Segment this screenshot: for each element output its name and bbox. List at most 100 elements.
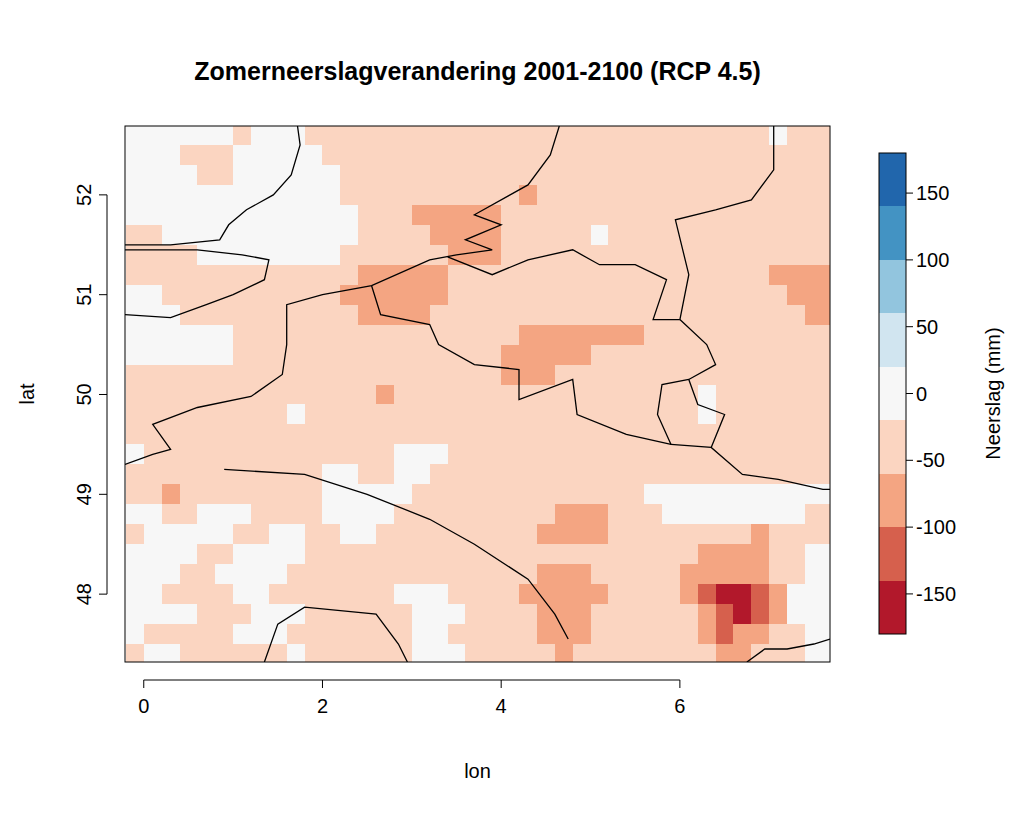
heatmap-cell	[483, 604, 501, 625]
heatmap-cell	[340, 365, 358, 386]
heatmap-cell	[430, 644, 448, 662]
heatmap-cell	[394, 564, 412, 585]
heatmap-cell	[519, 365, 537, 386]
heatmap-cell	[197, 126, 215, 146]
heatmap-cell	[662, 544, 680, 565]
x-axis-label: lon	[464, 760, 491, 782]
heatmap-cell	[716, 345, 734, 366]
heatmap-cell	[305, 365, 323, 386]
heatmap-cell	[555, 464, 573, 485]
heatmap-cell	[519, 604, 537, 625]
heatmap-cell	[680, 345, 698, 366]
heatmap-cell	[501, 245, 519, 266]
heatmap-cell	[805, 245, 823, 266]
colorbar-bin	[879, 474, 906, 527]
heatmap-cell	[215, 484, 233, 505]
heatmap-cell	[823, 584, 830, 605]
heatmap-cell	[376, 524, 394, 545]
y-tick	[99, 194, 107, 195]
heatmap-cell	[733, 385, 751, 406]
heatmap-cell	[305, 624, 323, 645]
heatmap-cell	[573, 604, 591, 625]
x-tick	[679, 680, 680, 688]
heatmap-cell	[823, 444, 830, 465]
heatmap-cell	[769, 325, 787, 346]
heatmap-cell	[662, 126, 680, 146]
y-tick-label: 48	[73, 583, 95, 605]
heatmap-cell	[608, 444, 626, 465]
heatmap-cell	[126, 145, 144, 166]
heatmap-cell	[180, 624, 198, 645]
heatmap-cell	[287, 225, 305, 246]
heatmap-cell	[716, 624, 734, 645]
heatmap-cell	[180, 564, 198, 585]
heatmap-cell	[805, 644, 823, 662]
heatmap-cell	[197, 644, 215, 662]
heatmap-cell	[805, 305, 823, 326]
heatmap-cell	[394, 325, 412, 346]
heatmap-cell	[823, 126, 830, 146]
heatmap-cell	[644, 145, 662, 166]
heatmap-cell	[787, 245, 805, 266]
heatmap-cell	[591, 424, 609, 445]
heatmap-cell	[180, 345, 198, 366]
heatmap-cell	[555, 544, 573, 565]
heatmap-cell	[340, 325, 358, 346]
heatmap-cell	[716, 185, 734, 206]
heatmap-cell	[251, 484, 269, 505]
colorbar-tick-label: -50	[916, 449, 945, 471]
heatmap-cell	[626, 165, 644, 186]
heatmap-cell	[233, 345, 251, 366]
heatmap-cell	[180, 524, 198, 545]
heatmap-cell	[787, 564, 805, 585]
heatmap-cell	[733, 404, 751, 425]
heatmap-cell	[126, 424, 144, 445]
heatmap-cell	[501, 285, 519, 306]
heatmap-cell	[698, 604, 716, 625]
heatmap-cell	[215, 604, 233, 625]
heatmap-cell	[448, 185, 466, 206]
heatmap-cell	[162, 145, 180, 166]
heatmap-cell	[733, 544, 751, 565]
heatmap-cell	[269, 265, 287, 286]
heatmap-cell	[340, 644, 358, 662]
heatmap-cell	[823, 185, 830, 206]
heatmap-cell	[805, 385, 823, 406]
heatmap-cell	[322, 225, 340, 246]
heatmap-cell	[376, 644, 394, 662]
heatmap-cell	[180, 424, 198, 445]
heatmap-cell	[162, 185, 180, 206]
heatmap-cell	[340, 225, 358, 246]
heatmap-cell	[233, 305, 251, 326]
heatmap-cell	[716, 644, 734, 662]
heatmap-cell	[626, 624, 644, 645]
heatmap-cell	[215, 225, 233, 246]
heatmap-cell	[751, 604, 769, 625]
heatmap-cell	[322, 544, 340, 565]
heatmap-cell	[787, 424, 805, 445]
heatmap-cell	[251, 225, 269, 246]
heatmap-cell	[269, 404, 287, 425]
heatmap-cell	[465, 504, 483, 525]
heatmap-cell	[448, 305, 466, 326]
heatmap-cell	[769, 285, 787, 306]
colorbar-tick	[906, 593, 913, 594]
heatmap-cell	[644, 165, 662, 186]
y-tick-label: 52	[73, 184, 95, 206]
heatmap-cell	[251, 205, 269, 226]
heatmap-cell	[555, 305, 573, 326]
heatmap-cell	[358, 126, 376, 146]
heatmap-cell	[394, 504, 412, 525]
heatmap-cell	[537, 524, 555, 545]
heatmap-cell	[269, 126, 287, 146]
heatmap-cell	[823, 464, 830, 485]
heatmap-cell	[215, 305, 233, 326]
heatmap-cell	[287, 385, 305, 406]
heatmap-cell	[144, 345, 162, 366]
heatmap-cell	[591, 385, 609, 406]
heatmap-cell	[448, 145, 466, 166]
heatmap-cell	[180, 126, 198, 146]
heatmap-cell	[465, 484, 483, 505]
colorbar-tick	[906, 259, 913, 260]
heatmap-cell	[537, 345, 555, 366]
